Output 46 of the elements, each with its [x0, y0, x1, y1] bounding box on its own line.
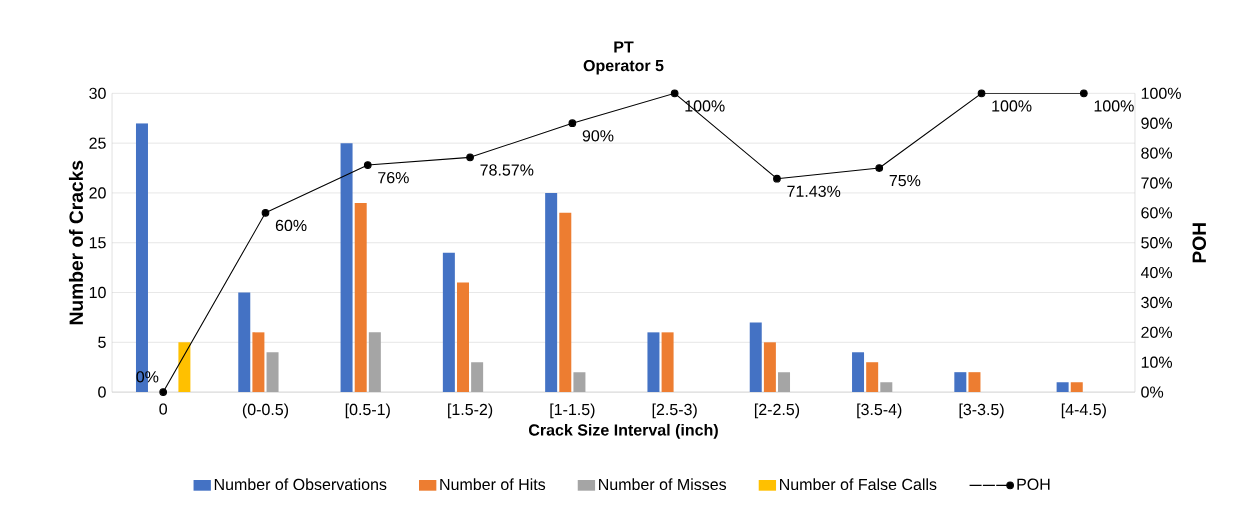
y-tick-label: 5 [98, 336, 106, 348]
x-tick-label: [2.5-3) [652, 403, 697, 419]
y2-tick-label: 90% [1141, 117, 1173, 129]
y2-tick-label: 40% [1140, 267, 1173, 279]
y-tick-label: 10 [89, 286, 106, 299]
y2-tick-label: 80% [1141, 147, 1173, 159]
data-label: 100% [992, 100, 1032, 112]
data-label: 90% [582, 130, 614, 142]
y-tick-label: 15 [89, 237, 106, 249]
legend-label: Number of Observations [214, 478, 387, 491]
x-tick-label: [1.5-2) [448, 403, 493, 419]
data-label: 100% [1094, 100, 1134, 112]
legend-label: Number of Misses [599, 478, 727, 491]
y-tick-label: 25 [89, 137, 106, 149]
legend-label: POH [1017, 478, 1050, 490]
data-label: 60% [275, 219, 307, 232]
y-tick-label: 20 [89, 187, 106, 199]
x-axis-title: Crack Size Interval (inch) [528, 424, 718, 439]
chart-subtitle: Operator 5 [583, 60, 664, 75]
y-axis-title: Number of Cracks [68, 160, 84, 325]
y-tick-label: 0 [98, 386, 106, 398]
chart-title: PT [614, 41, 634, 53]
y2-tick-label: 50% [1141, 237, 1173, 249]
y2-tick-label: 20% [1141, 326, 1173, 339]
y-tick-label: 30 [89, 87, 106, 100]
x-tick-label: (0-0.5) [242, 403, 289, 419]
legend-label: Number of Hits [440, 478, 546, 491]
data-label: 71.43% [787, 185, 841, 198]
x-tick-label: [4-4.5) [1061, 403, 1106, 419]
x-tick-label: 0 [159, 403, 168, 415]
legend-label: Number of False Calls [780, 478, 937, 491]
x-tick-label: [3.5-4) [857, 403, 902, 419]
y2-tick-label: 10% [1141, 356, 1173, 368]
y2-tick-label: 0% [1141, 386, 1164, 398]
y2-tick-label: 30% [1141, 296, 1173, 309]
y2-tick-label: 60% [1141, 207, 1173, 219]
x-tick-label: [2-2.5) [754, 403, 800, 419]
data-label: 76% [378, 172, 409, 184]
y2-tick-label: 70% [1141, 177, 1173, 189]
y2-axis-title: POH [1192, 223, 1207, 263]
y2-tick-label: 100% [1141, 87, 1181, 100]
data-label: 75% [889, 175, 921, 187]
data-label: 78.57% [480, 164, 534, 176]
x-tick-label: [3-3.5) [959, 403, 1004, 419]
x-tick-label: [1-1.5) [550, 403, 595, 419]
x-tick-label: [0.5-1) [345, 403, 390, 419]
